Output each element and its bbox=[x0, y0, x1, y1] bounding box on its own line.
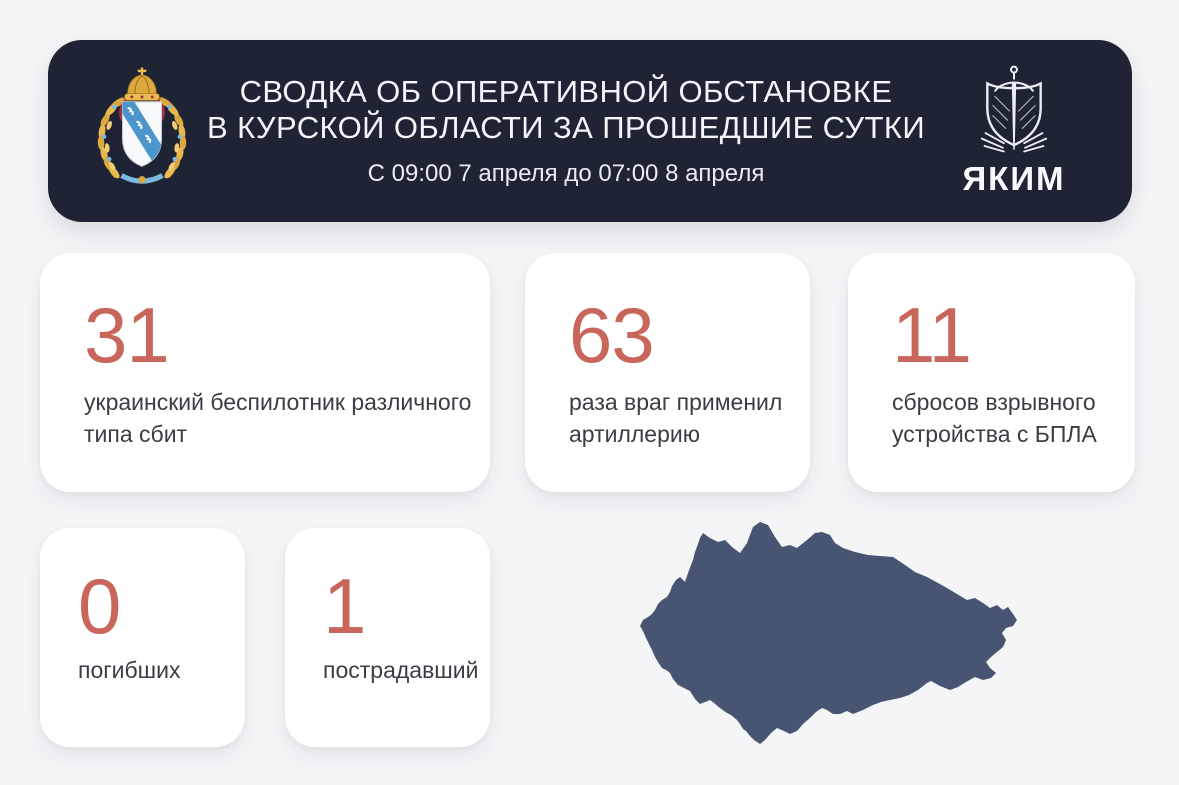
brand-block: ЯКИМ bbox=[938, 65, 1090, 198]
stat-card-drops: 11 сбросов взрывного устройства с БПЛА bbox=[848, 253, 1135, 492]
stat-value-artillery: 63 bbox=[569, 291, 655, 379]
title-line-2: В КУРСКОЙ ОБЛАСТИ ЗА ПРОШЕДШИЕ СУТКИ bbox=[207, 110, 925, 145]
coat-of-arms-icon bbox=[97, 67, 187, 184]
stat-value-killed: 0 bbox=[78, 562, 121, 650]
stat-value-injured: 1 bbox=[323, 562, 366, 650]
title-line-1: СВОДКА ОБ ОПЕРАТИВНОЙ ОБСТАНОВКЕ bbox=[239, 74, 893, 109]
header-banner: СВОДКА ОБ ОПЕРАТИВНОЙ ОБСТАНОВКЕ В КУРСК… bbox=[48, 40, 1132, 222]
stat-label-killed: погибших bbox=[78, 656, 181, 683]
report-period: С 09:00 7 апреля до 07:00 8 апреля bbox=[367, 160, 765, 187]
kursk-coat-of-arms bbox=[90, 67, 194, 195]
stat-card-killed: 0 погибших bbox=[40, 528, 245, 747]
stat-value-drops: 11 bbox=[892, 291, 972, 379]
kursk-region-map bbox=[600, 500, 1040, 785]
stat-label-drones: украинский беспилотник различного типа с… bbox=[84, 388, 472, 447]
stat-label-artillery: раза враг применил артиллерию bbox=[569, 388, 783, 447]
kursk-map-silhouette-icon bbox=[640, 522, 1017, 744]
stat-value-drones: 31 bbox=[84, 291, 170, 379]
header-titles: СВОДКА ОБ ОПЕРАТИВНОЙ ОБСТАНОВКЕ В КУРСК… bbox=[194, 74, 938, 188]
stat-card-drones: 31 украинский беспилотник различного тип… bbox=[40, 253, 490, 492]
shield-sword-icon bbox=[980, 65, 1048, 152]
stat-card-injured: 1 пострадавший bbox=[285, 528, 490, 747]
stat-label-drops: сбросов взрывного устройства с БПЛА bbox=[892, 388, 1097, 447]
brand-name: ЯКИМ bbox=[962, 159, 1066, 197]
stat-label-injured: пострадавший bbox=[323, 656, 479, 683]
stat-card-artillery: 63 раза враг применил артиллерию bbox=[525, 253, 810, 492]
